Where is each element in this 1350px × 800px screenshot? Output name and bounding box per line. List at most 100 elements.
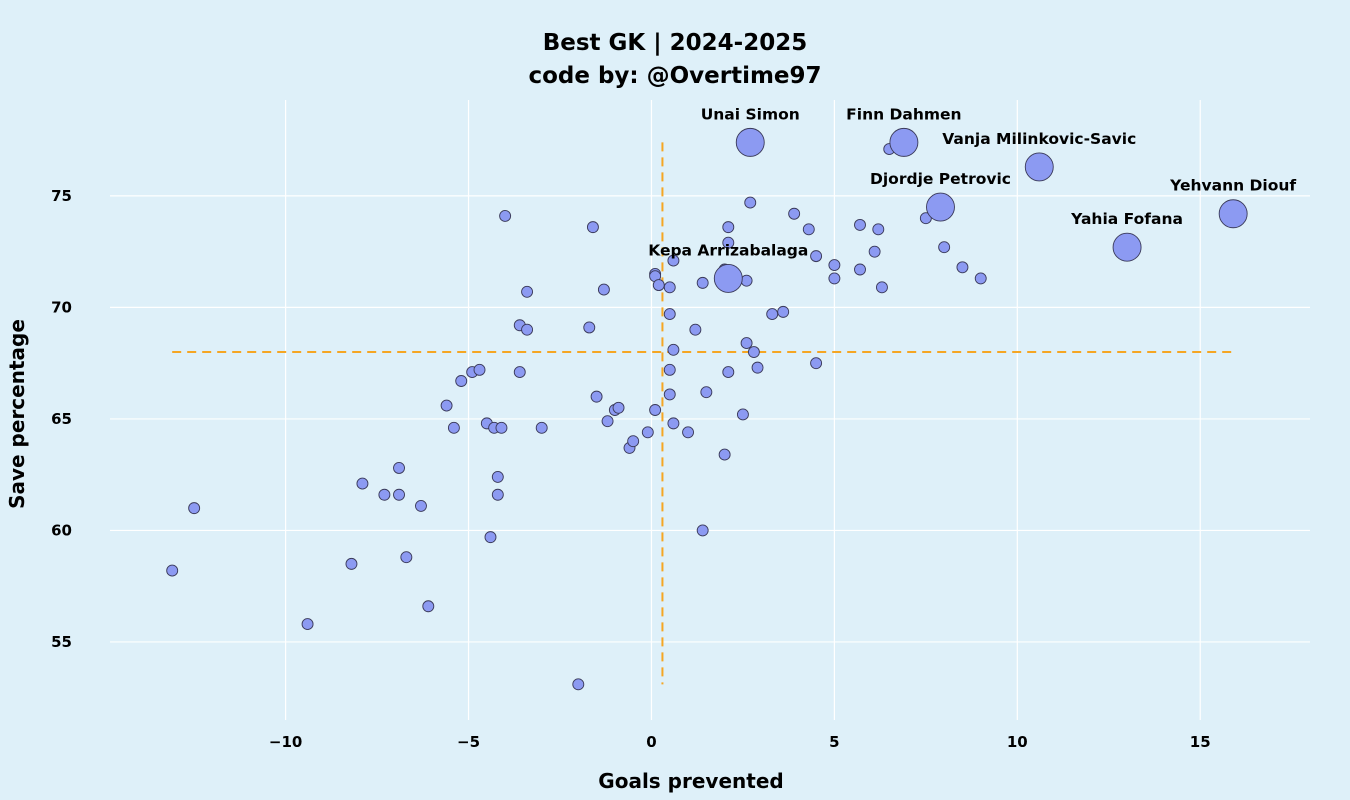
data-point (974, 272, 987, 285)
highlighted-point (735, 127, 765, 157)
data-point (956, 261, 969, 274)
data-point (652, 279, 665, 292)
data-point (744, 196, 757, 209)
x-tick-label: 5 (829, 733, 839, 751)
tick-labels: −10 −5 0 5 10 15 55 60 65 70 75 (51, 187, 1211, 751)
data-point (854, 263, 866, 276)
data-point (663, 308, 676, 321)
highlighted-point (889, 127, 919, 157)
data-point (495, 421, 508, 434)
data-point (810, 357, 823, 370)
data-point (521, 285, 534, 298)
data-point (872, 223, 885, 236)
data-point (627, 435, 640, 448)
point-label: Kepa Arrizabalaga (648, 241, 808, 259)
data-point (802, 223, 815, 236)
data-point (667, 417, 680, 430)
x-tick-label: 15 (1190, 733, 1211, 751)
point-label: Yehvann Diouf (1169, 177, 1296, 195)
data-point (641, 426, 654, 439)
data-point (166, 564, 179, 577)
y-tick-label: 70 (51, 298, 72, 316)
data-point (868, 245, 881, 258)
point-label: Djordje Petrovic (870, 170, 1011, 188)
data-point (499, 210, 512, 222)
data-point (535, 421, 548, 434)
highlighted-point (1112, 232, 1142, 262)
data-point (751, 361, 764, 374)
data-point (696, 276, 709, 289)
data-point (663, 388, 676, 401)
y-axis-label: Save percentage (5, 319, 29, 509)
data-point (766, 308, 779, 321)
data-point (345, 557, 358, 570)
data-point (393, 462, 405, 474)
y-tick-label: 65 (51, 410, 72, 428)
data-point (828, 272, 841, 285)
data-point (422, 600, 435, 613)
point-label: Finn Dahmen (846, 105, 961, 123)
data-point (378, 488, 391, 501)
data-point (740, 337, 753, 350)
y-tick-label: 75 (51, 187, 72, 205)
x-tick-label: −10 (269, 733, 302, 751)
data-point (854, 218, 866, 231)
point-labels: Unai Simon Finn Dahmen Vanja Milinkovic-Sa… (648, 105, 1296, 259)
y-tick-label: 55 (51, 633, 72, 651)
point-label: Unai Simon (701, 105, 800, 123)
data-point (722, 366, 735, 379)
data-point (663, 363, 676, 376)
highlighted-point (926, 192, 955, 222)
data-point (440, 399, 453, 412)
point-label: Yahia Fofana (1070, 210, 1183, 228)
data-point (601, 415, 614, 428)
y-tick-label: 60 (51, 521, 72, 539)
data-point (722, 221, 735, 234)
data-point (682, 426, 694, 439)
data-point (696, 524, 709, 537)
data-point (586, 221, 599, 234)
data-point (689, 323, 702, 336)
data-point (718, 448, 731, 461)
data-point (513, 366, 526, 379)
data-point (810, 250, 823, 263)
data-point (393, 488, 405, 501)
data-point (788, 207, 801, 220)
data-point (491, 488, 504, 501)
data-point (663, 281, 676, 294)
data-point (415, 499, 427, 512)
data-point (612, 401, 625, 414)
data-point (400, 551, 413, 564)
highlighted-point (1218, 199, 1248, 229)
chart-subtitle: code by: @Overtime97 (528, 63, 821, 89)
data-point (583, 321, 596, 334)
data-point (876, 281, 888, 294)
point-label: Vanja Milinkovic-Savic (942, 130, 1136, 148)
data-point (828, 259, 841, 271)
data-point (597, 283, 610, 296)
data-point (484, 531, 497, 544)
data-point (747, 346, 760, 358)
data-point (590, 390, 603, 403)
highlighted-point (713, 263, 743, 293)
data-point (736, 408, 749, 421)
data-point (491, 470, 504, 483)
data-point (667, 254, 680, 267)
data-point (740, 274, 753, 287)
data-point (938, 241, 951, 254)
reference-lines (172, 142, 1234, 685)
grid-layer (110, 100, 1310, 720)
data-point (722, 236, 735, 249)
data-point (700, 386, 713, 399)
data-point (572, 678, 585, 691)
x-tick-label: 10 (1007, 733, 1028, 751)
x-tick-label: −5 (457, 733, 480, 751)
x-tick-label: 0 (646, 733, 656, 751)
data-point (649, 404, 662, 416)
data-points (166, 127, 1248, 691)
data-point (356, 477, 369, 490)
highlighted-point (1024, 152, 1054, 182)
data-point (777, 305, 790, 318)
data-point (301, 618, 314, 631)
